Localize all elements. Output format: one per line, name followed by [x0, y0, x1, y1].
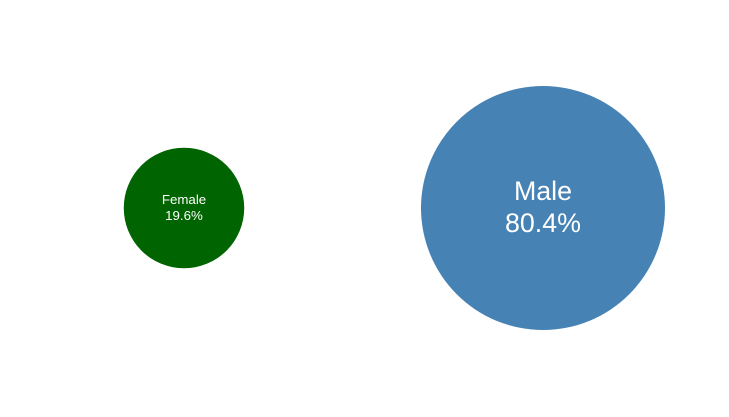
- bubble-label-female: Female: [162, 192, 206, 207]
- bubble-percent-male: 80.4%: [505, 208, 581, 238]
- bubble-circle-female: [123, 147, 245, 269]
- bubble-circle-male: [421, 86, 665, 330]
- bubble-percent-female: 19.6%: [165, 208, 203, 223]
- bubble-label-male: Male: [514, 176, 572, 206]
